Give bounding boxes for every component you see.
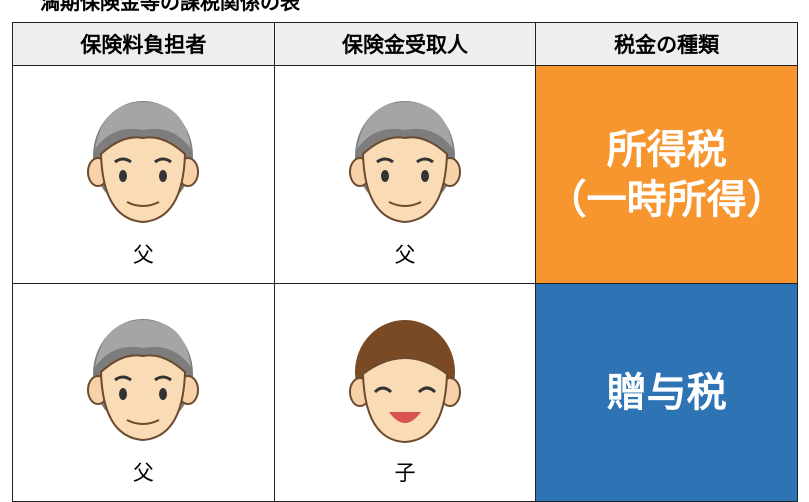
header-row: 保険料負担者 保険金受取人 税金の種類	[12, 22, 798, 66]
tax-cell: 贈与税	[535, 283, 798, 502]
tax-table: 保険料負担者 保険金受取人 税金の種類 父 父 所得税 （一時所得） 父 子 贈与…	[12, 22, 798, 502]
receiver: 子	[394, 461, 416, 485]
receiver-cell: 父	[273, 65, 537, 284]
tax-type: 所得税	[606, 126, 727, 173]
child-icon	[348, 318, 462, 444]
payer: 父	[132, 461, 154, 485]
receiver-cell: 子	[273, 283, 537, 502]
column-header: 保険料負担者	[12, 22, 275, 66]
column-header: 税金の種類	[535, 22, 798, 66]
row: 父 子 贈与税	[12, 283, 798, 502]
payer: 父	[132, 243, 154, 267]
father-icon	[86, 317, 200, 442]
page-title: 満期保険金等の課税関係の表	[40, 0, 300, 14]
column-header: 保険金受取人	[273, 22, 537, 66]
row: 父 父 所得税 （一時所得）	[12, 65, 798, 284]
father-icon	[86, 99, 200, 224]
tax-type: 贈与税	[606, 369, 727, 416]
tax-note: （一時所得）	[546, 176, 787, 223]
payer-cell: 父	[12, 65, 275, 284]
receiver: 父	[394, 243, 416, 267]
payer-cell: 父	[12, 283, 275, 502]
father-icon	[348, 99, 462, 224]
tax-cell: 所得税 （一時所得）	[535, 65, 798, 284]
